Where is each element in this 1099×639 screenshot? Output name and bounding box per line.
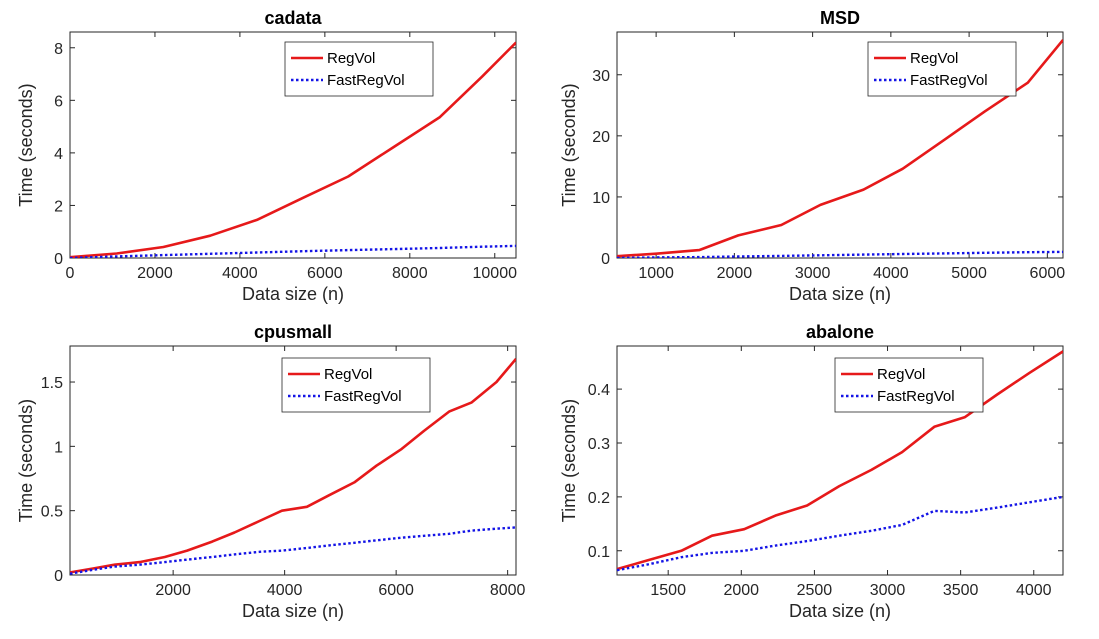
x-tick-label: 6000 [307, 265, 343, 282]
legend-box [867, 41, 1017, 97]
y-tick-label: 2 [54, 198, 63, 215]
x-tick-label: 6000 [378, 582, 414, 599]
x-tick-label: 2000 [723, 582, 759, 599]
series-line-RegVol [617, 39, 1063, 258]
series-line-RegVol [617, 350, 1063, 571]
x-tick-label: 4000 [222, 265, 258, 282]
legend: RegVol FastRegVol [281, 357, 431, 413]
series-line-RegVol [70, 358, 516, 574]
x-axis-label: Data size (n) [789, 601, 891, 621]
y-tick-label: 0.3 [588, 436, 610, 453]
x-tick-label: 2000 [717, 265, 753, 282]
x-axis-label: Data size (n) [242, 601, 344, 621]
y-tick-label: 4 [54, 146, 63, 163]
y-tick-label: 10 [592, 190, 610, 207]
y-tick-label: 8 [54, 41, 63, 58]
series-line-FastRegVol [70, 526, 516, 575]
x-tick-label: 4000 [267, 582, 303, 599]
y-tick-label: 0.2 [588, 490, 610, 507]
x-tick-label: 6000 [1030, 265, 1066, 282]
x-tick-label: 3000 [795, 265, 831, 282]
chart-title: cpusmall [254, 322, 332, 342]
x-tick-label: 1500 [650, 582, 686, 599]
x-tick-label: 1000 [638, 265, 674, 282]
x-tick-label: 3500 [943, 582, 979, 599]
x-tick-label: 5000 [951, 265, 987, 282]
x-tick-label: 2500 [797, 582, 833, 599]
legend-entry-FastRegVol: FastRegVol [910, 72, 988, 89]
y-tick-label: 0.5 [41, 504, 63, 521]
x-tick-label: 2000 [155, 582, 191, 599]
chart-panel-MSD: 1000 2000 3000 4000 5000 6000 0 10 20 30 MSD Data s… [559, 8, 1065, 304]
x-tick-label: 10000 [473, 265, 518, 282]
legend-entry-RegVol: RegVol [324, 366, 372, 383]
chart-panel-cadata: 0 2000 4000 6000 8000 10000 0 2 4 6 8 cadata Data si… [16, 8, 517, 304]
legend-entry-RegVol: RegVol [877, 366, 925, 383]
y-tick-label: 20 [592, 129, 610, 146]
legend: RegVol FastRegVol [834, 357, 984, 413]
y-tick-label: 6 [54, 93, 63, 110]
y-tick-label: 0 [601, 251, 610, 268]
y-tick-label: 1 [54, 439, 63, 456]
series-line-FastRegVol [617, 250, 1063, 258]
y-tick-label: 0.4 [588, 382, 610, 399]
legend-box [284, 41, 434, 97]
legend: RegVol FastRegVol [867, 41, 1017, 97]
x-axis-label: Data size (n) [242, 284, 344, 304]
legend-entry-RegVol: RegVol [910, 50, 958, 67]
legend-entry-FastRegVol: FastRegVol [324, 388, 402, 405]
x-tick-label: 3000 [870, 582, 906, 599]
chart-panel-cpusmall: 2000 4000 6000 8000 0 0.5 1 1.5 cpusmall Data siz… [16, 322, 526, 621]
y-axis-label: Time (seconds) [559, 83, 579, 206]
y-tick-label: 0 [54, 568, 63, 585]
series-line-FastRegVol [617, 495, 1063, 572]
y-axis-label: Time (seconds) [16, 83, 36, 206]
legend-entry-RegVol: RegVol [327, 50, 375, 67]
legend-entry-FastRegVol: FastRegVol [877, 388, 955, 405]
y-tick-label: 0.1 [588, 544, 610, 561]
legend: RegVol FastRegVol [284, 41, 434, 97]
chart-panel-abalone: 1500 2000 2500 3000 3500 4000 0.1 0.2 0.3 0.4 abal… [559, 322, 1064, 621]
x-tick-label: 4000 [1016, 582, 1052, 599]
x-tick-label: 8000 [392, 265, 428, 282]
y-tick-label: 30 [592, 68, 610, 85]
y-tick-label: 0 [54, 251, 63, 268]
y-tick-label: 1.5 [41, 375, 63, 392]
chart-title: abalone [806, 322, 874, 342]
x-tick-label: 2000 [137, 265, 173, 282]
x-tick-label: 4000 [873, 265, 909, 282]
y-axis-label: Time (seconds) [16, 399, 36, 522]
y-axis-label: Time (seconds) [559, 399, 579, 522]
x-axis-label: Data size (n) [789, 284, 891, 304]
legend-entry-FastRegVol: FastRegVol [327, 72, 405, 89]
x-tick-label: 8000 [490, 582, 526, 599]
x-tick-label: 0 [66, 265, 75, 282]
chart-title: MSD [820, 8, 860, 28]
legend-box [281, 357, 431, 413]
chart-title: cadata [264, 8, 322, 28]
legend-box [834, 357, 984, 413]
series-line-RegVol [70, 41, 516, 258]
